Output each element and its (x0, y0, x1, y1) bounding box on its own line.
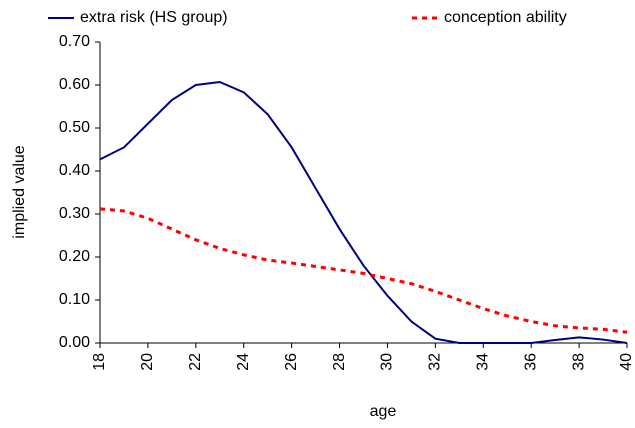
y-tick-label: 0.10 (59, 291, 90, 308)
y-tick-label: 0.50 (59, 119, 90, 136)
y-tick-label: 0.60 (59, 76, 90, 93)
series-line (99, 80, 628, 344)
x-tick-label: 36 (522, 353, 539, 371)
x-tick-label: 32 (427, 353, 444, 371)
x-tick-label: 40 (618, 353, 635, 371)
x-tick-label: 34 (474, 353, 491, 371)
y-tick-label: 0.30 (59, 205, 90, 222)
series-line (99, 207, 628, 334)
x-tick-label: 26 (283, 353, 300, 371)
x-tick-label: 24 (235, 353, 252, 371)
x-axis-label: age (370, 403, 397, 420)
y-tick-label: 0.40 (59, 162, 90, 179)
x-tick-label: 18 (91, 353, 108, 371)
legend-label: conception ability (444, 9, 567, 26)
y-tick-label: 0.00 (59, 334, 90, 351)
x-tick-label: 22 (187, 353, 204, 371)
y-tick-label: 0.70 (59, 33, 90, 50)
y-axis-label: implied value (11, 145, 28, 238)
x-tick-label: 30 (379, 353, 396, 371)
x-tick-label: 20 (139, 353, 156, 371)
y-tick-label: 0.20 (59, 248, 90, 265)
x-tick-label: 28 (331, 353, 348, 371)
legend-label: extra risk (HS group) (80, 9, 228, 26)
x-tick-label: 38 (570, 353, 587, 371)
